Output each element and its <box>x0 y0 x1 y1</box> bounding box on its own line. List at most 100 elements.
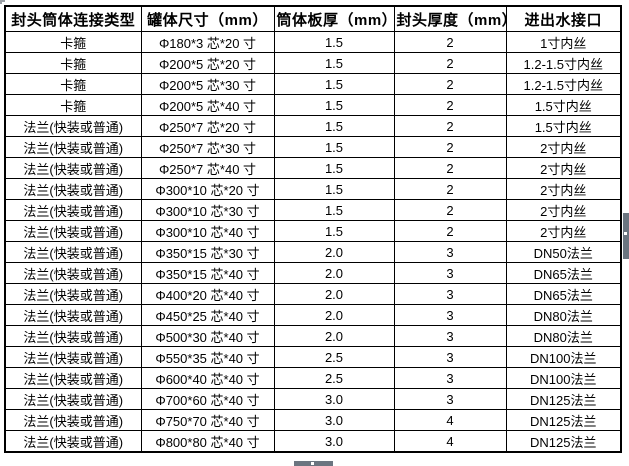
scrollbar-grip-icon <box>624 232 627 235</box>
table-cell: 2 <box>393 73 507 95</box>
table-cell: Φ400*20 芯*40 寸 <box>140 283 275 305</box>
column-header: 封头筒体连接类型 <box>4 5 142 32</box>
table-cell: 2寸内丝 <box>505 136 622 158</box>
table-cell: 法兰(快装或普通) <box>4 283 142 305</box>
table-row: 法兰(快装或普通) Φ300*10 芯*40 寸 1.5 2 2寸内丝 <box>4 220 622 242</box>
table-cell: 1.5寸内丝 <box>505 115 622 137</box>
table-cell: 2 <box>393 199 507 221</box>
table-row: 法兰(快装或普通) Φ450*25 芯*40 寸 2.0 3 DN80法兰 <box>4 304 622 326</box>
table-cell: 法兰(快装或普通) <box>4 304 142 326</box>
table-cell: 1.5 <box>273 220 395 242</box>
table-cell: 2 <box>393 94 507 116</box>
table-cell: 1.5 <box>273 31 395 53</box>
table-row: 卡箍 Φ200*5 芯*30 寸 1.5 2 1.2-1.5寸内丝 <box>4 73 622 95</box>
table-cell: 3 <box>393 241 507 263</box>
table-row: 法兰(快装或普通) Φ400*20 芯*40 寸 2.0 3 DN65法兰 <box>4 283 622 305</box>
table-row: 法兰(快装或普通) Φ250*7 芯*40 寸 1.5 2 2寸内丝 <box>4 157 622 179</box>
table-cell: 法兰(快装或普通) <box>4 241 142 263</box>
table-cell: DN125法兰 <box>505 409 622 431</box>
column-header: 罐体尺寸（mm） <box>140 5 275 32</box>
table-cell: Φ180*3 芯*20 寸 <box>140 31 275 53</box>
table-cell: 1.5 <box>273 199 395 221</box>
table-row: 卡箍 Φ200*5 芯*40 寸 1.5 2 1.5寸内丝 <box>4 94 622 116</box>
table-cell: 2 <box>393 178 507 200</box>
table-cell: 2.0 <box>273 304 395 326</box>
table-cell: Φ750*70 芯*40 寸 <box>140 409 275 431</box>
table-cell: 2 <box>393 115 507 137</box>
table-cell: Φ250*7 芯*20 寸 <box>140 115 275 137</box>
table-cell: 3 <box>393 325 507 347</box>
table-cell: Φ350*15 芯*40 寸 <box>140 262 275 284</box>
table-cell: DN65法兰 <box>505 262 622 284</box>
table-row: 法兰(快装或普通) Φ750*70 芯*40 寸 3.0 4 DN125法兰 <box>4 409 622 431</box>
scrollbar-grip-icon <box>311 462 314 465</box>
table-cell: DN125法兰 <box>505 388 622 410</box>
table-cell: 1.2-1.5寸内丝 <box>505 52 622 74</box>
table-cell: 3 <box>393 367 507 389</box>
table-cell: 卡箍 <box>4 94 142 116</box>
table-row: 法兰(快装或普通) Φ250*7 芯*30 寸 1.5 2 2寸内丝 <box>4 136 622 158</box>
corner-artifact <box>0 0 5 4</box>
table-row: 法兰(快装或普通) Φ300*10 芯*20 寸 1.5 2 2寸内丝 <box>4 178 622 200</box>
table-cell: 1.5 <box>273 157 395 179</box>
table-cell: Φ700*60 芯*40 寸 <box>140 388 275 410</box>
table-row: 法兰(快装或普通) Φ550*35 芯*40 寸 2.5 3 DN100法兰 <box>4 346 622 368</box>
table-cell: Φ300*10 芯*30 寸 <box>140 199 275 221</box>
column-header: 封头厚度（mm） <box>393 5 507 32</box>
table-cell: 法兰(快装或普通) <box>4 388 142 410</box>
table-cell: 2寸内丝 <box>505 199 622 221</box>
table-cell: 法兰(快装或普通) <box>4 430 142 453</box>
table-cell: 法兰(快装或普通) <box>4 178 142 200</box>
column-header: 进出水接口 <box>505 5 622 32</box>
table-cell: 2.5 <box>273 367 395 389</box>
table-cell: 2寸内丝 <box>505 220 622 242</box>
table-cell: Φ450*25 芯*40 寸 <box>140 304 275 326</box>
table-cell: 2.0 <box>273 325 395 347</box>
table-row: 卡箍 Φ200*5 芯*20 寸 1.5 2 1.2-1.5寸内丝 <box>4 52 622 74</box>
horizontal-scrollbar-thumb[interactable] <box>294 461 333 466</box>
table-body: 卡箍 Φ180*3 芯*20 寸 1.5 2 1寸内丝 卡箍 Φ200*5 芯*20 寸 1.… <box>4 31 622 453</box>
table-cell: 法兰(快装或普通) <box>4 220 142 242</box>
table-cell: 2 <box>393 220 507 242</box>
table-cell: 2.0 <box>273 283 395 305</box>
table-cell: Φ250*7 芯*30 寸 <box>140 136 275 158</box>
table-cell: Φ550*35 芯*40 寸 <box>140 346 275 368</box>
table-cell: 2 <box>393 52 507 74</box>
table-cell: DN65法兰 <box>505 283 622 305</box>
table-cell: 2 <box>393 31 507 53</box>
table-row: 法兰(快装或普通) Φ250*7 芯*20 寸 1.5 2 1.5寸内丝 <box>4 115 622 137</box>
table-cell: 法兰(快装或普通) <box>4 367 142 389</box>
table-cell: 卡箍 <box>4 73 142 95</box>
table-cell: 2.5 <box>273 346 395 368</box>
table-cell: 1.5 <box>273 178 395 200</box>
table-cell: 3 <box>393 346 507 368</box>
table-cell: 法兰(快装或普通) <box>4 157 142 179</box>
table-cell: 法兰(快装或普通) <box>4 115 142 137</box>
vertical-scrollbar-thumb[interactable] <box>623 213 629 259</box>
table-cell: DN100法兰 <box>505 367 622 389</box>
table-row: 卡箍 Φ180*3 芯*20 寸 1.5 2 1寸内丝 <box>4 31 622 53</box>
table-cell: 卡箍 <box>4 52 142 74</box>
table-cell: Φ250*7 芯*40 寸 <box>140 157 275 179</box>
table-cell: Φ300*10 芯*40 寸 <box>140 220 275 242</box>
spec-table: 封头筒体连接类型 罐体尺寸（mm） 筒体板厚（mm） 封头厚度（mm） 进出水接口 卡箍… <box>4 5 622 453</box>
table-cell: 3.0 <box>273 409 395 431</box>
table-cell: 3 <box>393 262 507 284</box>
table-cell: 1.5 <box>273 136 395 158</box>
table-row: 法兰(快装或普通) Φ500*30 芯*40 寸 2.0 3 DN80法兰 <box>4 325 622 347</box>
table-cell: Φ600*40 芯*40 寸 <box>140 367 275 389</box>
table-cell: 2.0 <box>273 241 395 263</box>
table-cell: 2 <box>393 157 507 179</box>
table-cell: 2寸内丝 <box>505 157 622 179</box>
table-cell: 3 <box>393 388 507 410</box>
column-header: 筒体板厚（mm） <box>273 5 395 32</box>
table-row: 法兰(快装或普通) Φ300*10 芯*30 寸 1.5 2 2寸内丝 <box>4 199 622 221</box>
table-cell: DN80法兰 <box>505 325 622 347</box>
table-header-row: 封头筒体连接类型 罐体尺寸（mm） 筒体板厚（mm） 封头厚度（mm） 进出水接口 <box>4 5 622 32</box>
table-row: 法兰(快装或普通) Φ600*40 芯*40 寸 2.5 3 DN100法兰 <box>4 367 622 389</box>
table-cell: Φ800*80 芯*40 寸 <box>140 430 275 453</box>
table-cell: 3 <box>393 304 507 326</box>
table-row: 法兰(快装或普通) Φ350*15 芯*40 寸 2.0 3 DN65法兰 <box>4 262 622 284</box>
table-cell: 法兰(快装或普通) <box>4 346 142 368</box>
table-cell: DN50法兰 <box>505 241 622 263</box>
